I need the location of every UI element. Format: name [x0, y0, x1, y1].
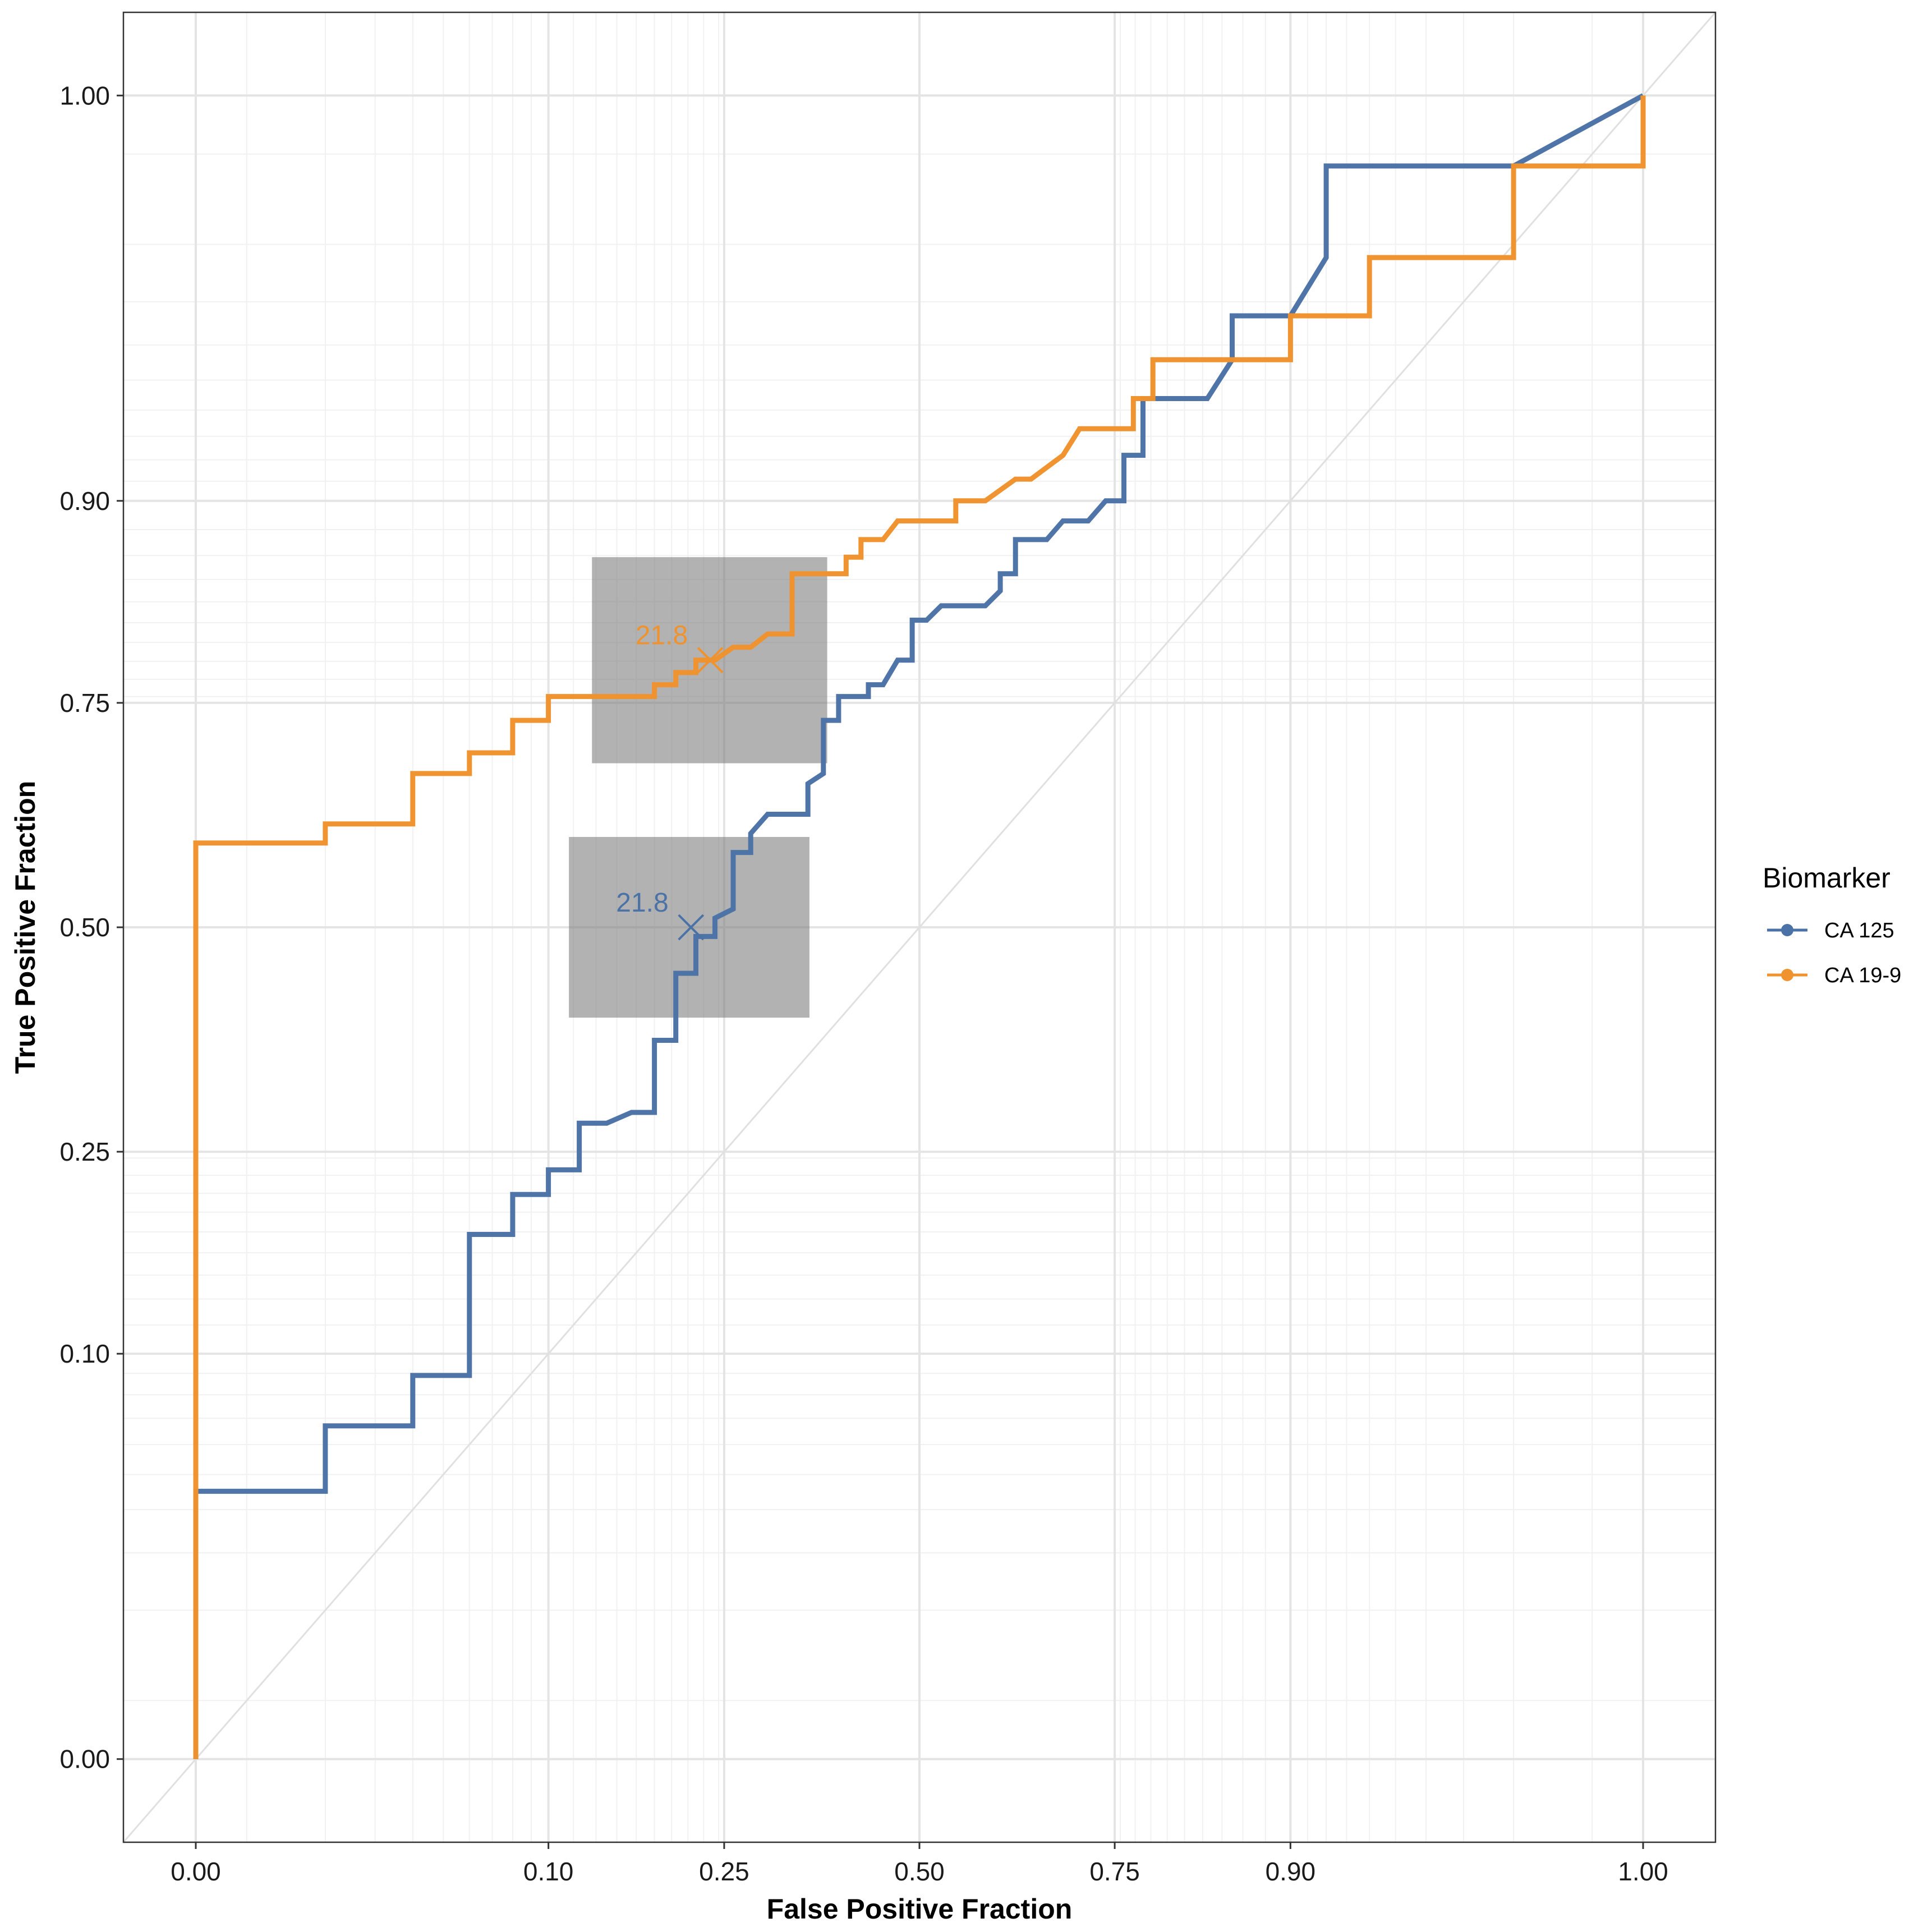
y-tick-label: 0.75	[59, 688, 110, 717]
legend-title: Biomarker	[1763, 862, 1890, 894]
confidence-box-ca-125	[569, 836, 809, 1018]
cutoff-label-ca-19-9: 21.8	[636, 621, 688, 651]
cutoff-markers: 21.8 21.8	[616, 621, 724, 941]
roc-line-ca-19-9	[193, 95, 1646, 1759]
x-axis-title: False Positive Fraction	[767, 1893, 1073, 1925]
legend-key-dot-ca-125	[1781, 924, 1793, 936]
x-tick-label: 0.90	[1266, 1857, 1316, 1886]
x-tick-label: 0.75	[1089, 1857, 1140, 1886]
legend-key-dot-ca-19-9	[1781, 969, 1793, 981]
x-tick-label: 0.25	[699, 1857, 749, 1886]
legend-items: CA 125 CA 19-9	[1767, 919, 1901, 987]
y-tick-label: 1.00	[59, 81, 110, 110]
cutoff-label-ca-125: 21.8	[616, 888, 668, 918]
reference-diagonal	[122, 12, 1717, 1843]
x-tick-label: 1.00	[1618, 1857, 1668, 1886]
y-tick-label: 0.50	[59, 913, 110, 942]
y-axis-ticks: 0.00 0.10 0.25 0.50 0.75 0.90 1.00	[59, 81, 123, 1774]
legend-label-ca-125: CA 125	[1824, 919, 1894, 942]
x-axis-ticks: 0.00 0.10 0.25 0.50 0.75 0.90 1.00	[171, 1842, 1668, 1886]
y-tick-label: 0.90	[59, 486, 110, 516]
cutoff-marker-ca-19-9	[697, 647, 724, 674]
roc-line-ca-125	[193, 93, 1645, 1759]
cutoff-marker-ca-125	[678, 914, 705, 941]
x-tick-label: 0.10	[523, 1857, 574, 1886]
y-tick-label: 0.10	[59, 1339, 110, 1368]
roc-curves	[193, 93, 1646, 1759]
legend-label-ca-19-9: CA 19-9	[1824, 964, 1901, 987]
y-axis-title: True Positive Fraction	[10, 781, 41, 1074]
y-tick-label: 0.25	[59, 1137, 110, 1166]
x-tick-label: 0.50	[894, 1857, 945, 1886]
legend: Biomarker CA 125 CA 19-9	[1763, 862, 1901, 987]
major-gridlines	[123, 12, 1715, 1842]
x-tick-label: 0.00	[171, 1857, 221, 1886]
y-tick-label: 0.00	[59, 1745, 110, 1774]
